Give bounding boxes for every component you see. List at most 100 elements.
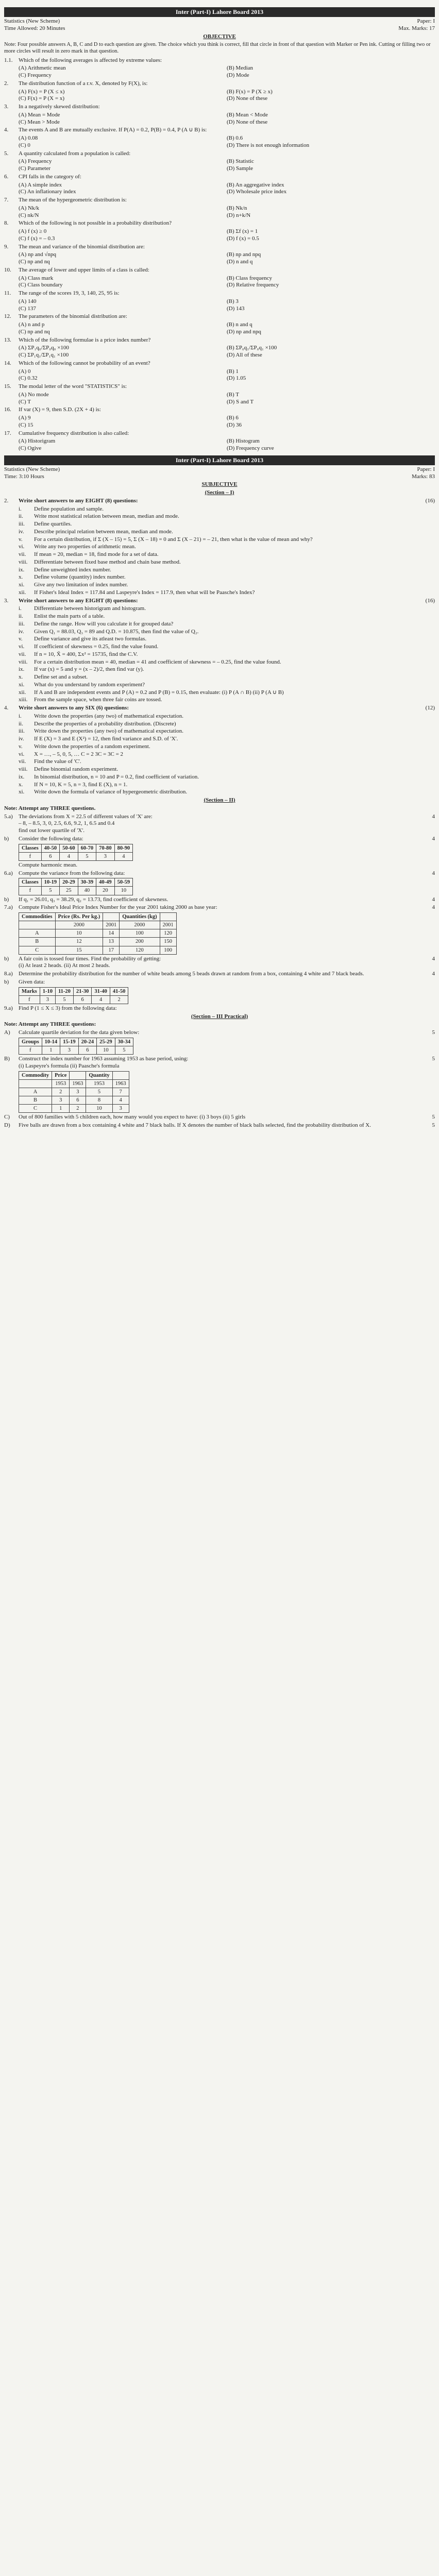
mcq-row: 5. A quantity calculated from a populati… [4, 150, 435, 158]
short-text: Write any two properties of arithmetic m… [34, 544, 136, 551]
mcq-num: 1.1. [4, 57, 19, 64]
short-item: x. Define set and a subset. [19, 674, 435, 681]
short-item: xi. Give any two limitation of index num… [19, 582, 435, 589]
mcq-option: (A) 140 [19, 298, 227, 306]
mcq-option: (D) None of these [227, 119, 435, 126]
mcq-option: (B) 3 [227, 298, 435, 306]
short-num: v. [19, 743, 34, 751]
q3-marks: (16) [426, 598, 435, 605]
short-num: vii. [19, 651, 34, 658]
short-text: Define volume (quantity) index number. [34, 574, 125, 581]
q5b-num: b) [4, 836, 19, 843]
subject: Statistics (New Scheme) [4, 18, 60, 25]
mcq-options: (A) 0(B) 1(C) 0.32(D) 1.05 [19, 368, 435, 383]
q8b-num: b) [4, 979, 19, 986]
subject-2: Statistics (New Scheme) [4, 466, 60, 473]
qB-i: (i) Laspeyre's formula (ii) Paasche's fo… [19, 1063, 119, 1069]
mcq-text: In a negatively skewed distribution: [19, 104, 435, 111]
short-item: vii. Find the value of 'C'. [19, 758, 435, 766]
mcq-num: 17. [4, 430, 19, 437]
short-num: vii. [19, 758, 34, 766]
mcq-options: (A) Historigram(B) Histogram(C) Ogive(D)… [19, 438, 435, 452]
mcq-text: A quantity calculated from a population … [19, 150, 435, 158]
short-num: xii. [19, 589, 34, 597]
qD-marks: 5 [432, 1122, 435, 1129]
mcq-option: (A) Historigram [19, 438, 227, 445]
short-item: v. For a certain distribution, if Σ (X –… [19, 536, 435, 544]
objective-header: OBJECTIVE [4, 33, 435, 41]
short-text: Define quartiles. [34, 521, 72, 528]
short-item: iv. Given Q₁ = 88.03, Q₃ = 89 and Q.D. =… [19, 629, 435, 636]
qD: D) Five balls are drawn from a box conta… [4, 1122, 435, 1129]
mcq-option: (C) ΣP₁q₁/ΣP₁q₁ ×100 [19, 352, 227, 359]
table-7a: CommoditiesPrice (Rs. Per kg.)Quantities… [19, 912, 177, 955]
mcq-text: The distribution function of a r.v. X, d… [19, 80, 435, 88]
short-text: Define the range. How will you calculate… [34, 621, 173, 628]
mcq-row: 14. Which of the following cannot be pro… [4, 360, 435, 367]
marks-obj: Max. Marks: 17 [398, 25, 435, 32]
q5-num: 5.a) [4, 814, 19, 835]
mcq-option: (A) Nk/k [19, 205, 227, 212]
mcq-num: 10. [4, 267, 19, 274]
short-num: ix. [19, 666, 34, 673]
qC-marks: 5 [432, 1114, 435, 1121]
section3-header: (Section – III Practical) [4, 1013, 435, 1021]
short-item: ii. Enlist the main parts of a table. [19, 613, 435, 620]
short-item: iii. Define quartiles. [19, 521, 435, 528]
mcq-options: (A) np and √npq(B) np and npq(C) np and … [19, 251, 435, 266]
q2-text: Write short answers to any EIGHT (8) que… [19, 498, 138, 504]
short-num: vi. [19, 751, 34, 758]
q5b-task: Compute harmonic mean. [19, 862, 435, 869]
q2-num: 2. [4, 498, 19, 505]
short-text: Differentiate between historigram and hi… [34, 605, 146, 613]
q6b-marks: 4 [432, 896, 435, 904]
short-text: Describe principal relation between mean… [34, 529, 173, 536]
mcq-text: Which of the following is not possible i… [19, 220, 435, 227]
q9a: 9.a) Find P (1 ≤ X ≤ 3) from the followi… [4, 1005, 435, 1012]
qA-num: A) [4, 1029, 19, 1037]
q7b-marks: 4 [432, 956, 435, 970]
q2-list: i. Define population and sample.ii. Writ… [4, 506, 435, 597]
section1-header: (Section – I) [4, 489, 435, 497]
short-text: If n = 10, X̄ = 400, Σx² = 15735, find t… [34, 651, 138, 658]
mcq-text: The parameters of the binomial distribut… [19, 313, 435, 320]
mcq-option: (B) np and npq [227, 251, 435, 259]
qB-num: B) [4, 1056, 19, 1070]
title-bar-1: Inter (Part-I) Lahore Board 2013 [4, 7, 435, 17]
mcq-row: 8. Which of the following is not possibl… [4, 220, 435, 227]
q2-marks: (16) [426, 498, 435, 505]
mcq-option: (D) 36 [227, 422, 435, 429]
mcq-row: 2. The distribution function of a r.v. X… [4, 80, 435, 88]
table-6a: Classes10-1920-2930-3940-4950-59f5254020… [19, 878, 133, 895]
paper: Paper: I [417, 18, 435, 25]
mcq-option: (B) 6 [227, 415, 435, 422]
mcq-option: (D) f (x) = 0.5 [227, 235, 435, 243]
short-item: vi. If coefficient of skewness = 0.25, f… [19, 643, 435, 651]
q7b: b) A fair coin is tossed four times. Fin… [4, 956, 435, 970]
q4-marks: (12) [426, 705, 435, 712]
short-item: x. If N = 10, K = 5, n = 3, find E (X), … [19, 782, 435, 789]
q7b-intro: A fair coin is tossed four times. Find t… [19, 956, 161, 962]
mcq-option: (A) Class mark [19, 275, 227, 282]
short-num: viii. [19, 659, 34, 666]
short-text: Write down the formula of variance of hy… [34, 789, 187, 796]
short-item: viii. Define binomial random experiment. [19, 766, 435, 773]
short-text: Differentiate between fixed base method … [34, 559, 181, 566]
q5a: 5.a) The deviations from X = 22.5 of dif… [4, 814, 435, 835]
mcq-option: (C) F(x) = P (X = x) [19, 95, 227, 103]
short-text: Enlist the main parts of a table. [34, 613, 105, 620]
q6-num: 6.a) [4, 870, 19, 877]
table-A: Groups10-1415-1920-2425-2930-34f136105 [19, 1038, 133, 1055]
short-num: ix. [19, 567, 34, 574]
header-row-subj-2: Time: 3:10 Hours Marks: 83 [4, 473, 435, 481]
q7-num: 7.a) [4, 904, 19, 911]
short-text: If A and B are independent events and P … [34, 689, 284, 697]
q7b-ii: (ii) At most 2 heads. [64, 962, 110, 969]
mcq-option: (C) An inflationary index [19, 189, 227, 196]
mcq-option: (D) Frequency curve [227, 445, 435, 452]
mcq-row: 1.1. Which of the following averages is … [4, 57, 435, 64]
mcq-num: 4. [4, 127, 19, 134]
short-item: xi. What do you understand by random exp… [19, 682, 435, 689]
objective-note: Note: Four possible answers A, B, C and … [4, 41, 435, 55]
short-num: viii. [19, 766, 34, 773]
